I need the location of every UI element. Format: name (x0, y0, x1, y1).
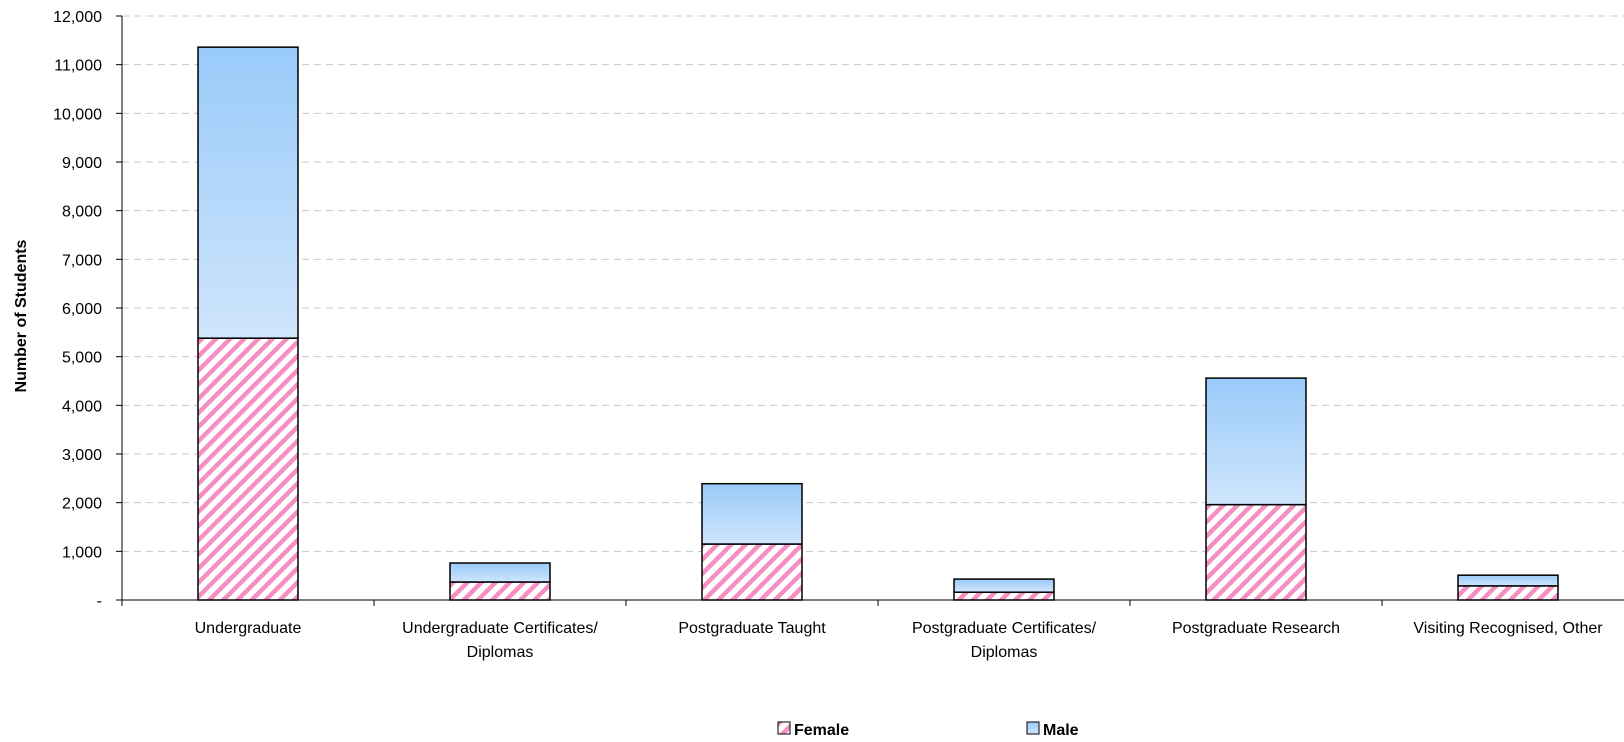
bar-female (197, 337, 299, 601)
y-axis-title: Number of Students (13, 239, 30, 392)
x-tick-label: Visiting Recognised, Other (1413, 620, 1603, 637)
x-tick-label: Postgraduate Taught (678, 620, 826, 637)
x-tick-label: Diplomas (467, 644, 534, 661)
y-tick-label: 6,000 (62, 301, 102, 318)
bar-female (701, 543, 803, 601)
y-tick-label: 7,000 (62, 252, 102, 269)
bar-female (1205, 503, 1307, 601)
y-tick-label: 5,000 (62, 350, 102, 367)
bar-female (449, 581, 551, 601)
y-tick-label: 3,000 (62, 447, 102, 464)
x-tick-label: Postgraduate Certificates/ (912, 620, 1097, 637)
y-tick-label: 10,000 (53, 106, 102, 123)
legend-swatch-female (777, 721, 791, 735)
bar-female (1457, 585, 1559, 601)
y-tick-label: 2,000 (62, 496, 102, 513)
y-tick-label: 8,000 (62, 204, 102, 221)
axes (116, 15, 1624, 606)
gridlines (122, 15, 1624, 552)
bar-male (1205, 377, 1307, 506)
x-tick-label: Undergraduate (195, 620, 302, 637)
legend-label-female: Female (794, 722, 849, 739)
bar-male (1457, 574, 1559, 587)
y-tick-label: 4,000 (62, 398, 102, 415)
labels: - 1,000 2,000 3,000 4,000 5,000 6,000 7,000 8,00… (13, 9, 1603, 661)
bar-female (953, 591, 1055, 601)
legend: Female Male (777, 721, 1079, 739)
bar-male (197, 46, 299, 339)
y-tick-label: 9,000 (62, 155, 102, 172)
bar-male (449, 562, 551, 583)
legend-label-male: Male (1043, 722, 1079, 739)
y-tick-label: 11,000 (54, 58, 102, 75)
bar-male (701, 482, 803, 545)
x-tick-label: Undergraduate Certificates/ (402, 620, 598, 637)
legend-swatch-male (1026, 721, 1040, 735)
y-tick-label: 1,000 (62, 544, 102, 561)
bar-male (953, 578, 1055, 593)
bars (197, 46, 1559, 601)
x-tick-label: Diplomas (971, 644, 1038, 661)
y-tick-label: 12,000 (53, 9, 102, 26)
x-tick-label: Postgraduate Research (1172, 620, 1340, 637)
y-tick-label: - (97, 593, 102, 610)
